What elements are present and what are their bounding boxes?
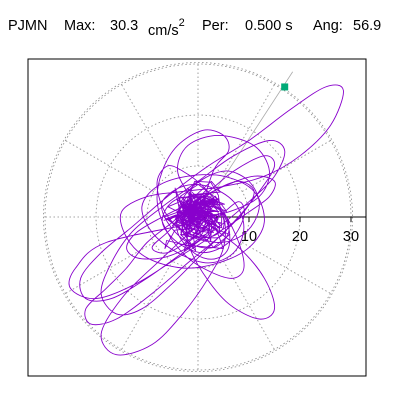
end-marker [281, 83, 289, 91]
radial-tick-label-30: 30 [343, 229, 359, 245]
max-label: Max: [64, 18, 96, 34]
grid-spoke-120 [120, 82, 173, 174]
ang-value: 56.9 [353, 18, 382, 34]
marker-layer [281, 83, 289, 91]
ang-label: Ang: [313, 18, 343, 34]
max-unit-text: cm/s [148, 22, 179, 39]
grid-spoke-150 [63, 139, 155, 192]
grid-spoke-210 [63, 242, 155, 295]
grid-spoke-300 [223, 260, 276, 352]
max-unit-exponent: 2 [178, 17, 185, 29]
grid-spoke-30 [241, 139, 333, 192]
max-unit: cm/s2 [148, 14, 185, 43]
motion-trace-core [163, 180, 231, 252]
trace-layer [68, 84, 344, 356]
per-value: 0.500 s [245, 18, 293, 34]
max-value: 30.3 [110, 18, 139, 34]
grid-spoke-330 [241, 242, 333, 295]
radial-tick-label-20: 20 [292, 229, 308, 245]
per-label: Per: [202, 18, 229, 34]
station-code: PJMN [8, 18, 48, 34]
grid-spoke-240 [120, 260, 173, 352]
grid-spoke-60 [223, 82, 276, 174]
